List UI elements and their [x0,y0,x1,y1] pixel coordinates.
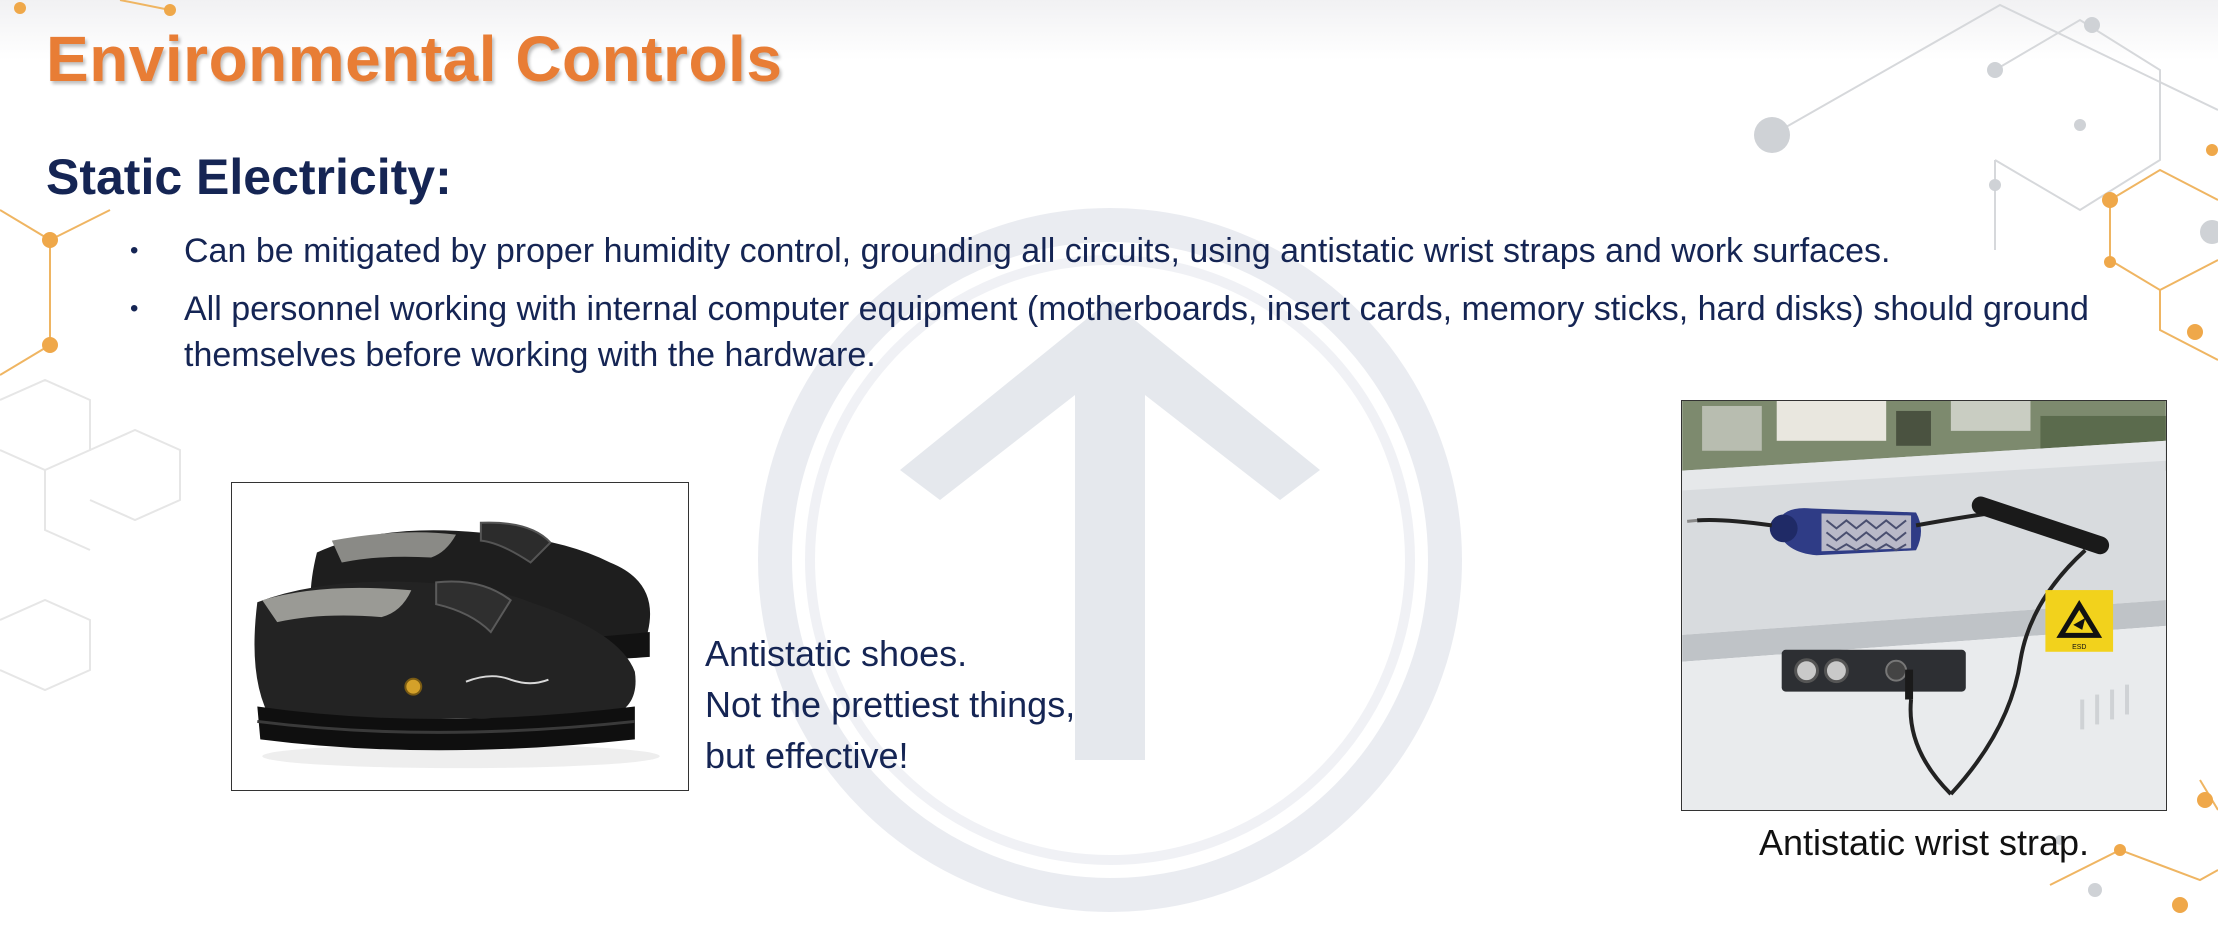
wrist-strap-illustration: ESD [1682,401,2166,810]
hex-network-left [0,378,181,692]
orange-network-left [0,0,171,376]
slide-title: Environmental Controls [46,23,783,95]
orange-nodes-left [14,2,176,353]
gray-nodes-bottom-right [2055,835,2102,897]
bullet-text: All personnel working with internal comp… [184,290,2089,374]
shoes-caption: Antistatic shoes. Not the prettiest thin… [705,628,1075,781]
gray-nodes-right [1754,17,2218,244]
bullet-dot: • [130,295,139,322]
wrist-strap-caption: Antistatic wrist strap. [1758,822,2090,863]
bullet-text: Can be mitigated by proper humidity cont… [184,232,1891,270]
esd-label: ESD [2072,644,2086,651]
shoes-caption-line: but effective! [705,735,909,776]
bullet-item: • All personnel working with internal co… [130,286,2190,378]
antistatic-wrist-strap-photo: ESD [1681,400,2167,811]
front-shoe [254,580,636,751]
shoes-caption-line: Not the prettiest things, [705,684,1076,725]
gray-network-right [1771,3,2218,250]
bullet-dot: • [130,237,139,264]
orange-nodes-right [2102,144,2218,913]
circle-arrow-icon [758,208,1462,912]
section-heading: Static Electricity: [46,149,452,205]
orange-network-right [2049,168,2218,886]
esd-warning-icon: ESD [2045,590,2114,652]
bullet-item: • Can be mitigated by proper humidity co… [130,228,2190,274]
shoes-illustration [232,483,688,790]
bullet-list: • Can be mitigated by proper humidity co… [130,228,2190,390]
shoes-caption-line: Antistatic shoes. [705,633,968,674]
antistatic-shoes-photo [231,482,689,791]
